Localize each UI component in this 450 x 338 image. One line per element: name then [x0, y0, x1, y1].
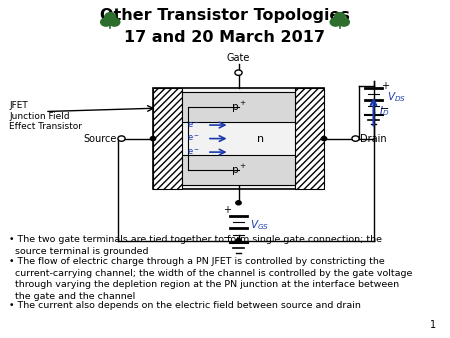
- Circle shape: [236, 201, 241, 205]
- Text: 1: 1: [430, 319, 436, 330]
- Circle shape: [118, 136, 125, 141]
- Text: Source: Source: [84, 134, 117, 144]
- Text: $I_D$: $I_D$: [379, 105, 389, 118]
- Text: p$^+$: p$^+$: [231, 163, 246, 177]
- Circle shape: [236, 239, 241, 243]
- Text: e$^-$: e$^-$: [187, 120, 199, 130]
- Bar: [182, 92, 295, 122]
- Text: +: +: [381, 81, 389, 91]
- Circle shape: [101, 18, 112, 26]
- Circle shape: [150, 137, 156, 141]
- Text: Drain: Drain: [360, 134, 387, 144]
- Text: e$^-$: e$^-$: [187, 134, 199, 143]
- Text: $V_{DS}$: $V_{DS}$: [387, 90, 406, 104]
- Text: 17 and 20 March 2017: 17 and 20 March 2017: [125, 30, 325, 45]
- Circle shape: [235, 70, 242, 75]
- Text: n: n: [257, 134, 265, 144]
- Bar: [153, 88, 324, 189]
- Circle shape: [352, 136, 359, 141]
- Text: $V_{GS}$: $V_{GS}$: [250, 219, 269, 232]
- Text: • The flow of electric charge through a PN JFET is controlled by constricting th: • The flow of electric charge through a …: [9, 257, 412, 301]
- Circle shape: [105, 13, 116, 21]
- Text: JFET
Junction Field
Effect Transistor: JFET Junction Field Effect Transistor: [9, 101, 82, 131]
- Bar: [182, 155, 295, 185]
- Circle shape: [338, 18, 349, 26]
- Text: • The two gate terminals are tied together to form single gate connection; the
 : • The two gate terminals are tied togeth…: [9, 235, 382, 256]
- Text: −: −: [380, 104, 389, 114]
- Circle shape: [330, 18, 341, 26]
- Bar: [295, 88, 324, 189]
- Text: Other Transistor Topologies: Other Transistor Topologies: [100, 8, 350, 23]
- Text: • The current also depends on the electric field between source and drain: • The current also depends on the electr…: [9, 301, 361, 310]
- Circle shape: [107, 18, 114, 23]
- Circle shape: [334, 13, 345, 21]
- Circle shape: [109, 18, 120, 26]
- Text: +: +: [223, 204, 231, 215]
- Circle shape: [336, 18, 343, 23]
- Text: e$^-$: e$^-$: [187, 147, 199, 157]
- Text: −: −: [223, 233, 232, 243]
- Text: p$^+$: p$^+$: [231, 100, 246, 115]
- Bar: [153, 88, 182, 189]
- Circle shape: [321, 137, 327, 141]
- Text: Gate: Gate: [227, 52, 250, 63]
